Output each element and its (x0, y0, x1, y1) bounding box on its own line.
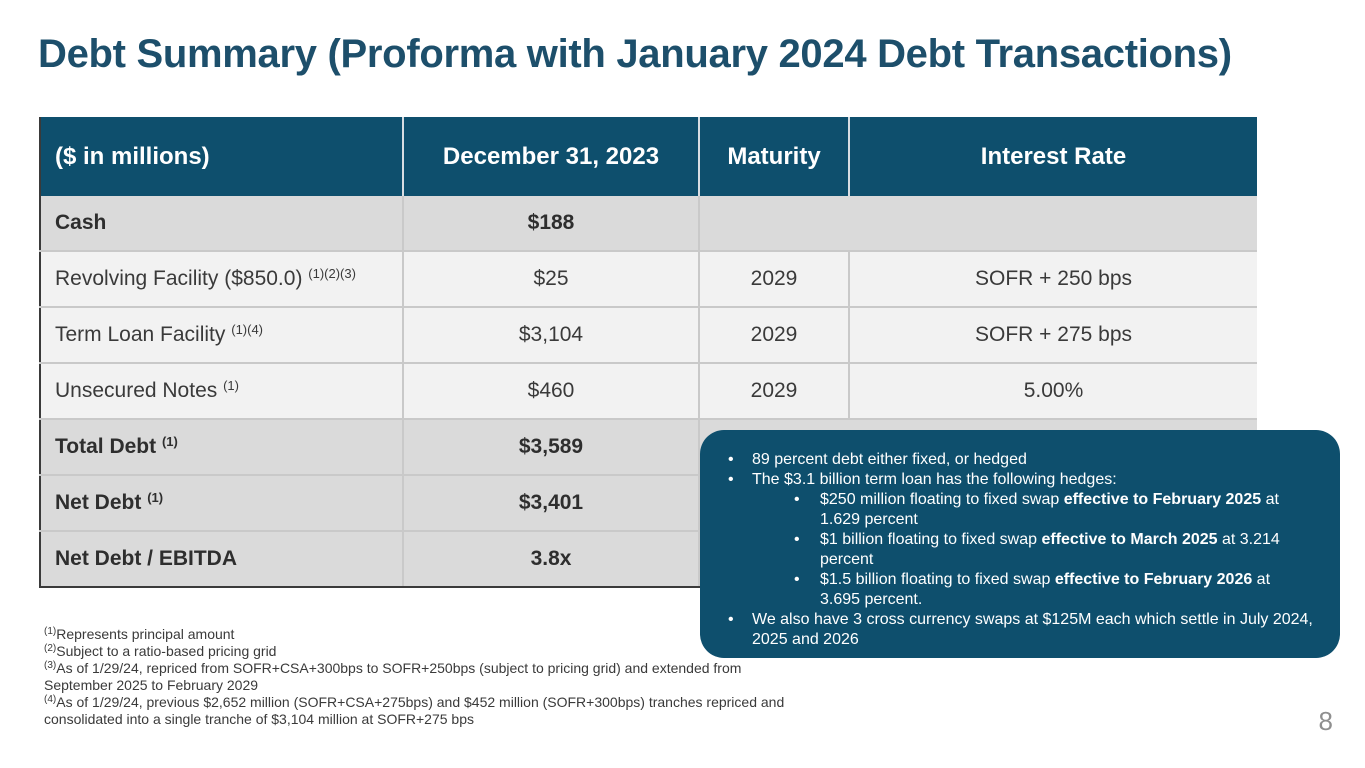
callout-bullet: The $3.1 billion term loan has the follo… (724, 470, 1314, 490)
hedging-callout-box: 89 percent debt either fixed, or hedged … (700, 430, 1340, 658)
footnote: (4)As of 1/29/24, previous $2,652 millio… (44, 694, 804, 728)
row-label-text: Cash (55, 211, 107, 234)
footnotes: (1)Represents principal amount (2)Subjec… (44, 626, 804, 728)
footnote-text: Represents principal amount (56, 626, 235, 642)
table-row-term-loan: Term Loan Facility (1)(4) $3,104 2029 SO… (40, 307, 1257, 364)
debt-summary-table: ($ in millions) December 31, 2023 Maturi… (39, 117, 1257, 588)
footnote: (3)As of 1/29/24, repriced from SOFR+CSA… (44, 660, 804, 694)
callout-sub-bullet: $1.5 billion floating to fixed swap effe… (724, 570, 1314, 610)
table-row-unsecured-notes: Unsecured Notes (1) $460 2029 5.00% (40, 363, 1257, 420)
page-title: Debt Summary (Proforma with January 2024… (38, 32, 1232, 76)
footnote-mark: (1) (44, 626, 57, 637)
footnote-ref: (1) (161, 434, 178, 449)
sub-bullet-emphasis: effective to February 2025 (1063, 491, 1262, 508)
row-label-text: Net Debt (55, 491, 142, 514)
footnote-mark: (3) (44, 660, 57, 671)
table-row-cash: Cash $188 (40, 196, 1257, 252)
column-header-maturity: Maturity (699, 117, 850, 196)
footnote: (1)Represents principal amount (44, 626, 804, 643)
callout-sub-bullet: $1 billion floating to fixed swap effect… (724, 530, 1314, 570)
callout-bullet-list: 89 percent debt either fixed, or hedged … (724, 450, 1314, 650)
callout-bullet: 89 percent debt either fixed, or hedged (724, 450, 1314, 470)
row-value: 3.8x (403, 531, 700, 588)
callout-sub-bullet: $250 million floating to fixed swap effe… (724, 490, 1314, 530)
table-row-revolving-facility: Revolving Facility ($850.0) (1)(2)(3) $2… (40, 251, 1257, 308)
row-value: $188 (403, 196, 700, 252)
column-header-label: ($ in millions) (40, 117, 404, 196)
sub-bullet-text: $1.5 billion floating to fixed swap (820, 571, 1055, 588)
column-header-interest-rate: Interest Rate (849, 117, 1257, 196)
callout-bullet: We also have 3 cross currency swaps at $… (724, 610, 1314, 650)
row-value: $3,589 (403, 419, 700, 476)
row-empty-cell (699, 196, 1257, 252)
footnote-text: As of 1/29/24, repriced from SOFR+CSA+30… (44, 660, 742, 693)
row-rate: SOFR + 250 bps (849, 251, 1257, 308)
row-label: Term Loan Facility (1)(4) (40, 307, 404, 364)
footnote-ref: (1) (147, 490, 164, 505)
footnote-ref: (1)(2)(3) (308, 266, 356, 281)
sub-bullet-text: $250 million floating to fixed swap (820, 491, 1064, 508)
row-label-text: Term Loan Facility (55, 323, 226, 346)
row-value: $460 (403, 363, 700, 420)
row-maturity: 2029 (699, 251, 850, 308)
row-maturity: 2029 (699, 363, 850, 420)
row-label: Net Debt (1) (40, 475, 404, 532)
row-value: $3,104 (403, 307, 700, 364)
page-number: 8 (1318, 706, 1333, 736)
column-header-december-2023: December 31, 2023 (403, 117, 700, 196)
row-label: Unsecured Notes (1) (40, 363, 404, 420)
footnote-mark: (2) (44, 643, 57, 654)
row-rate: 5.00% (849, 363, 1257, 420)
footnote-ref: (1)(4) (231, 322, 264, 337)
sub-bullet-text: at 3.695 percent. (820, 571, 1271, 608)
sub-bullet-text: at 3.214 percent (820, 531, 1280, 568)
row-label: Total Debt (1) (40, 419, 404, 476)
row-label: Cash (40, 196, 404, 252)
sub-bullet-emphasis: effective to March 2025 (1041, 531, 1218, 548)
row-value: $3,401 (403, 475, 700, 532)
row-value: $25 (403, 251, 700, 308)
row-label-text: Total Debt (55, 435, 157, 458)
footnote-text: As of 1/29/24, previous $2,652 million (… (44, 694, 785, 727)
sub-bullet-text: at 1.629 percent (820, 491, 1279, 528)
row-maturity: 2029 (699, 307, 850, 364)
row-label-text: Revolving Facility ($850.0) (55, 267, 303, 290)
footnote: (2)Subject to a ratio-based pricing grid (44, 643, 804, 660)
sub-bullet-text: $1 billion floating to fixed swap (820, 531, 1042, 548)
row-label: Revolving Facility ($850.0) (1)(2)(3) (40, 251, 404, 308)
table-header-row: ($ in millions) December 31, 2023 Maturi… (40, 117, 1257, 196)
row-rate: SOFR + 275 bps (849, 307, 1257, 364)
row-label: Net Debt / EBITDA (40, 531, 404, 588)
sub-bullet-emphasis: effective to February 2026 (1054, 571, 1253, 588)
footnote-mark: (4) (44, 694, 57, 705)
footnote-text: Subject to a ratio-based pricing grid (56, 643, 277, 659)
row-label-text: Unsecured Notes (55, 379, 218, 402)
footnote-ref: (1) (223, 378, 239, 393)
row-label-text: Net Debt / EBITDA (55, 547, 238, 570)
